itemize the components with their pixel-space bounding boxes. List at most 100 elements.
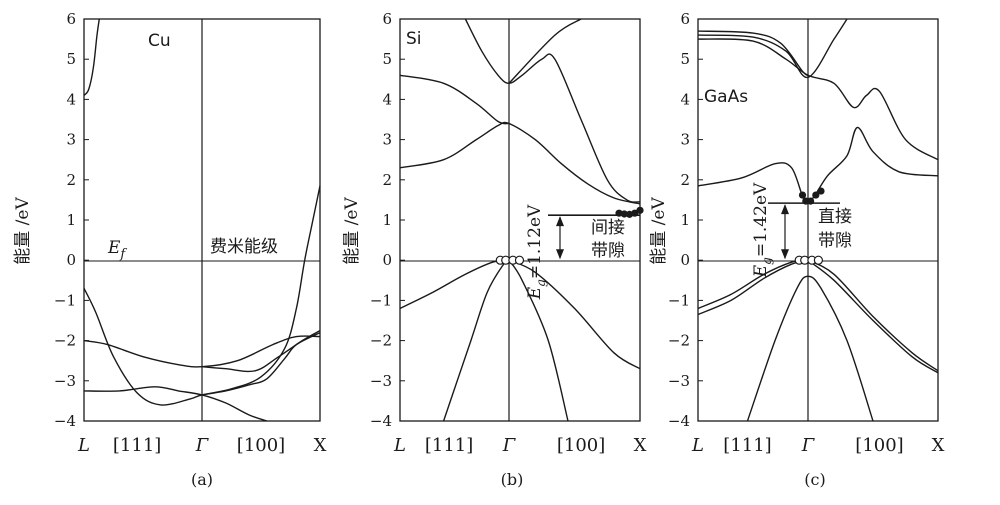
panel-b-xtick-label: [100] [557, 435, 605, 456]
panel-c-vb-3 [807, 259, 939, 374]
panel-c-ytick-label: −4 [668, 412, 690, 430]
panel-b-electron-markers [495, 206, 644, 265]
panel-c-gap-type-line1: 直接 [818, 207, 852, 227]
panel-c-frame [697, 18, 939, 422]
panel-b-hole-marker [514, 255, 525, 265]
panel-b-gap-annotation: Eg=1.12eV 间接 带隙 [525, 204, 640, 300]
panel-b-ytick-label: −3 [370, 372, 392, 390]
panel-c-xtick-label: Γ [801, 435, 816, 456]
panel-b-ytick-label: −1 [370, 291, 392, 309]
panel-a-ytick-label: 1 [66, 211, 76, 229]
panel-c-ytick-label: −1 [668, 291, 690, 309]
panel-b-frame [399, 18, 641, 422]
panel-a-fermi-symbol: Ef [107, 238, 127, 262]
panel-c-hole-marker [813, 255, 824, 265]
panel-b: 能量 /eV 6 5 4 3 2 1 0 −1 −2 −3 −4 Eg=1.12eV 间接 带隙 S… [342, 10, 647, 489]
panel-a-band-6 [201, 331, 321, 396]
panel-c-arrow-head-down [781, 249, 789, 260]
panel-c-xtick-label: [111] [723, 435, 771, 456]
panel-b-material-label: Si [406, 29, 422, 49]
panel-a-ylabel: 能量 /eV [13, 197, 33, 265]
panel-b-ylabel: 能量 /eV [342, 197, 362, 265]
panel-b-cb-2 [399, 121, 641, 205]
panel-a-ytick-label: 5 [66, 50, 76, 68]
panel-c: 能量 /eV 6 5 4 3 2 1 0 −1 −2 −3 −4 Eg=1.42eV 直接 带隙 G… [649, 10, 945, 489]
panel-c-ytick-label: 6 [680, 10, 690, 28]
panel-a-ytick-label: −1 [54, 291, 76, 309]
panel-b-gap-type-line2: 带隙 [591, 241, 625, 261]
panel-a-ytick-label: 4 [66, 90, 76, 108]
panel-b-caption: (b) [501, 470, 524, 489]
panel-c-ytick-label: 0 [680, 251, 690, 269]
panel-b-arrow-head-up [556, 216, 564, 227]
panel-a-ytick-label: −3 [54, 372, 76, 390]
panel-b-ytick-label: 0 [382, 251, 392, 269]
panel-c-ytick-label: 5 [680, 50, 690, 68]
panel-c-ytick-label: −3 [668, 372, 690, 390]
panel-a-fermi-text: 费米能级 [210, 237, 278, 257]
panel-c-electron-marker [798, 191, 807, 199]
panel-b-xtick-label: Γ [502, 435, 517, 456]
panel-c-gap-type-line2: 带隙 [818, 231, 852, 251]
panel-a-ytick-label: −2 [54, 332, 76, 350]
panel-c-ytick-label: −2 [668, 332, 690, 350]
panel-a-material-label: Cu [148, 31, 171, 51]
panel-a-band-1 [83, 18, 100, 96]
panel-c-so-band [746, 275, 874, 422]
panel-c-electron-marker [807, 197, 815, 205]
panel-a-ytick-label: 2 [66, 171, 76, 189]
panel-a-ytick-label: 6 [66, 10, 76, 28]
panel-b-vb-1 [399, 259, 510, 310]
panel-b-ytick-label: 6 [382, 10, 392, 28]
panel-a: 能量 /eV 6 5 4 3 2 1 0 −1 −2 −3 −4 Cu Ef 费米能级 L [111]… [13, 10, 327, 489]
panel-c-xtick-label: [100] [855, 435, 903, 456]
panel-c-arrow-head-up [781, 204, 789, 215]
panel-c-xtick-label: L [691, 435, 704, 456]
panel-b-ytick-label: 3 [382, 131, 392, 149]
panel-c-electron-markers [794, 187, 825, 265]
panel-b-gap-type-line1: 间接 [591, 218, 625, 238]
panel-a-ytick-label: 3 [66, 131, 76, 149]
panel-b-ytick-label: 4 [382, 90, 392, 108]
panel-a-xtick-label: [111] [113, 435, 161, 456]
panel-b-xtick-label: L [393, 435, 406, 456]
panel-b-gap-label: Eg=1.12eV [525, 204, 548, 300]
panel-a-xtick-label: X [314, 435, 327, 456]
panel-a-xtick-label: L [77, 435, 90, 456]
panel-b-ytick-label: −4 [370, 412, 392, 430]
panel-a-caption: (a) [191, 470, 213, 489]
panel-a-ytick-label: 0 [66, 251, 76, 269]
panel-c-ytick-label: 2 [680, 171, 690, 189]
panel-a-xtick-label: [100] [237, 435, 285, 456]
panel-c-caption: (c) [804, 470, 825, 489]
panel-b-cb-3 [399, 74, 510, 125]
panel-c-cb-2 [697, 38, 939, 161]
panel-b-ytick-label: 1 [382, 211, 392, 229]
panel-b-cb-1 [464, 18, 641, 203]
panel-b-cb-4 [508, 18, 582, 84]
panel-c-ytick-label: 4 [680, 90, 690, 108]
panel-c-electron-marker [812, 191, 820, 199]
panel-b-vb-3 [442, 259, 510, 422]
panel-c-cb-4 [697, 30, 809, 76]
panel-b-xtick-label: [111] [425, 435, 473, 456]
panel-b-arrow-head-down [556, 249, 564, 260]
panel-a-band-4 [83, 386, 268, 422]
panel-b-ytick-label: 5 [382, 50, 392, 68]
panel-c-ytick-label: 1 [680, 211, 690, 229]
panel-b-xtick-label: X [634, 435, 647, 456]
panel-c-gap-label: Eg=1.42eV [751, 182, 774, 278]
panel-b-vb-4 [508, 259, 569, 422]
panel-c-ytick-label: 3 [680, 131, 690, 149]
panel-b-vb-2 [508, 259, 641, 370]
panel-b-electron-marker [636, 206, 644, 214]
panel-b-ytick-label: 2 [382, 171, 392, 189]
panel-c-ylabel: 能量 /eV [649, 197, 669, 265]
panel-c-material-label: GaAs [704, 87, 748, 107]
panel-b-ytick-label: −2 [370, 332, 392, 350]
panel-a-xtick-label: Γ [195, 435, 210, 456]
panel-c-electron-marker [817, 187, 825, 195]
panel-a-ytick-label: −4 [54, 412, 76, 430]
panel-b-electron-marker [620, 210, 628, 218]
